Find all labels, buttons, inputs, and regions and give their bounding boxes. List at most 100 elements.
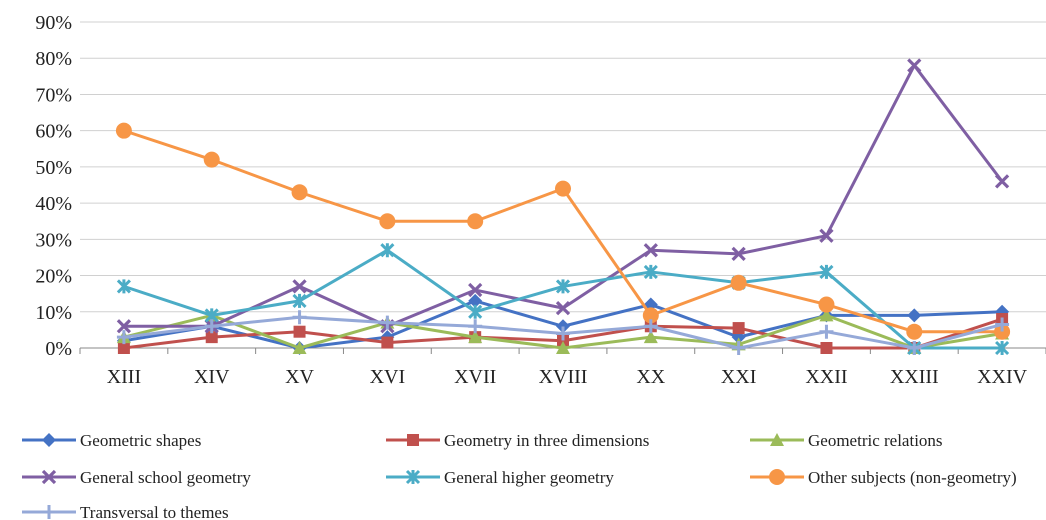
legend-label: Geometric shapes <box>80 431 201 450</box>
data-point <box>116 279 131 294</box>
series-geometry-in-three-dimensions <box>117 313 1009 354</box>
x-tick-label: XV <box>285 366 314 388</box>
legend-marker <box>407 434 419 446</box>
data-point <box>556 341 570 354</box>
legend-label: Transversal to themes <box>80 503 229 520</box>
data-point <box>643 243 658 258</box>
x-tick-label: XXII <box>805 366 847 388</box>
data-point <box>556 319 570 334</box>
data-point <box>732 322 745 335</box>
x-tick-label: XXIII <box>890 366 939 388</box>
data-point <box>820 342 833 354</box>
data-point <box>468 293 483 308</box>
data-point <box>116 319 132 334</box>
legend-marker <box>42 505 56 519</box>
data-point <box>555 279 571 294</box>
y-axis-ticks: 0% 10% 20% 30% 40% 50% 60% 70% 80% 90% <box>35 12 72 360</box>
data-point <box>468 282 483 298</box>
legend-label: Geometry in three dimensions <box>444 431 649 450</box>
data-point <box>995 340 1010 356</box>
x-axis-ticks: XIII XIV XV XVI XVII XVIII XX XXI XXII XXIII XXIV <box>79 348 1046 388</box>
data-point <box>818 296 835 313</box>
data-point <box>643 319 658 334</box>
legend-entry: General school geometry <box>22 468 251 487</box>
data-point <box>819 308 834 322</box>
x-tick-label: XXI <box>721 366 757 388</box>
y-tick-label: 20% <box>35 266 72 288</box>
data-point <box>205 331 218 344</box>
data-point <box>643 330 658 344</box>
legend-entry: Geometry in three dimensions <box>386 431 649 450</box>
data-point <box>117 342 130 354</box>
series-other-subjects-non-geometry <box>115 122 1011 340</box>
series-transversal-to-themes <box>116 310 1010 355</box>
data-point <box>292 293 307 308</box>
data-point <box>730 274 747 291</box>
legend-marker <box>770 433 784 446</box>
data-point <box>555 180 571 197</box>
y-tick-label: 10% <box>35 302 72 324</box>
legend-label: General school geometry <box>80 468 251 487</box>
series-general-school-geometry <box>116 58 1010 334</box>
legend-label: Other subjects (non-geometry) <box>808 468 1017 487</box>
data-point <box>116 330 131 345</box>
data-point <box>994 174 1010 189</box>
series-layer <box>115 58 1011 356</box>
y-tick-label: 60% <box>35 121 72 143</box>
legend: Geometric shapes Geometry in three dimens… <box>22 431 1017 520</box>
legend-marker <box>769 469 785 485</box>
data-point <box>204 319 219 334</box>
data-point <box>643 264 658 279</box>
legend-marker <box>405 469 421 485</box>
legend-label: General higher geometry <box>444 468 614 487</box>
data-point <box>292 310 307 325</box>
legend-entry: Transversal to themes <box>22 503 229 520</box>
y-tick-label: 80% <box>35 48 72 70</box>
y-tick-label: 90% <box>35 12 72 34</box>
data-point <box>731 246 746 261</box>
y-tick-label: 0% <box>45 338 72 360</box>
y-tick-label: 50% <box>35 157 72 179</box>
legend-entry: Geometric shapes <box>22 431 201 450</box>
data-point <box>468 319 483 334</box>
data-point <box>819 264 834 279</box>
x-tick-label: XXIV <box>977 366 1028 388</box>
y-tick-label: 30% <box>35 229 72 251</box>
data-point <box>731 341 746 355</box>
legend-entry: Geometric relations <box>750 431 943 450</box>
x-tick-label: XIV <box>194 366 230 388</box>
data-point <box>380 315 395 330</box>
x-tick-label: XVII <box>454 366 496 388</box>
legend-marker <box>42 433 56 447</box>
data-point <box>468 304 483 319</box>
data-point <box>555 301 571 316</box>
data-point <box>203 151 220 168</box>
data-point <box>467 213 484 230</box>
data-point <box>907 308 922 323</box>
x-tick-label: XVIII <box>539 366 588 388</box>
legend-entry: General higher geometry <box>386 468 614 487</box>
data-point <box>379 213 396 230</box>
data-point <box>468 330 483 344</box>
data-point <box>381 336 394 349</box>
data-point <box>642 307 659 324</box>
data-point <box>907 341 922 355</box>
y-tick-label: 70% <box>35 84 72 106</box>
data-point <box>293 325 306 338</box>
data-point <box>819 228 834 243</box>
legend-entry: Other subjects (non-geometry) <box>750 468 1017 487</box>
data-point <box>556 326 570 341</box>
data-point <box>994 323 1011 340</box>
legend-marker <box>41 469 57 485</box>
data-point <box>906 323 923 340</box>
x-tick-label: XIII <box>107 366 141 388</box>
data-point <box>819 324 834 339</box>
y-tick-label: 40% <box>35 193 72 215</box>
x-tick-label: XVI <box>370 366 406 388</box>
legend-label: Geometric relations <box>808 431 943 450</box>
data-point <box>115 122 132 139</box>
data-point <box>292 279 307 294</box>
data-point <box>380 243 395 258</box>
x-tick-label: XX <box>636 366 665 388</box>
